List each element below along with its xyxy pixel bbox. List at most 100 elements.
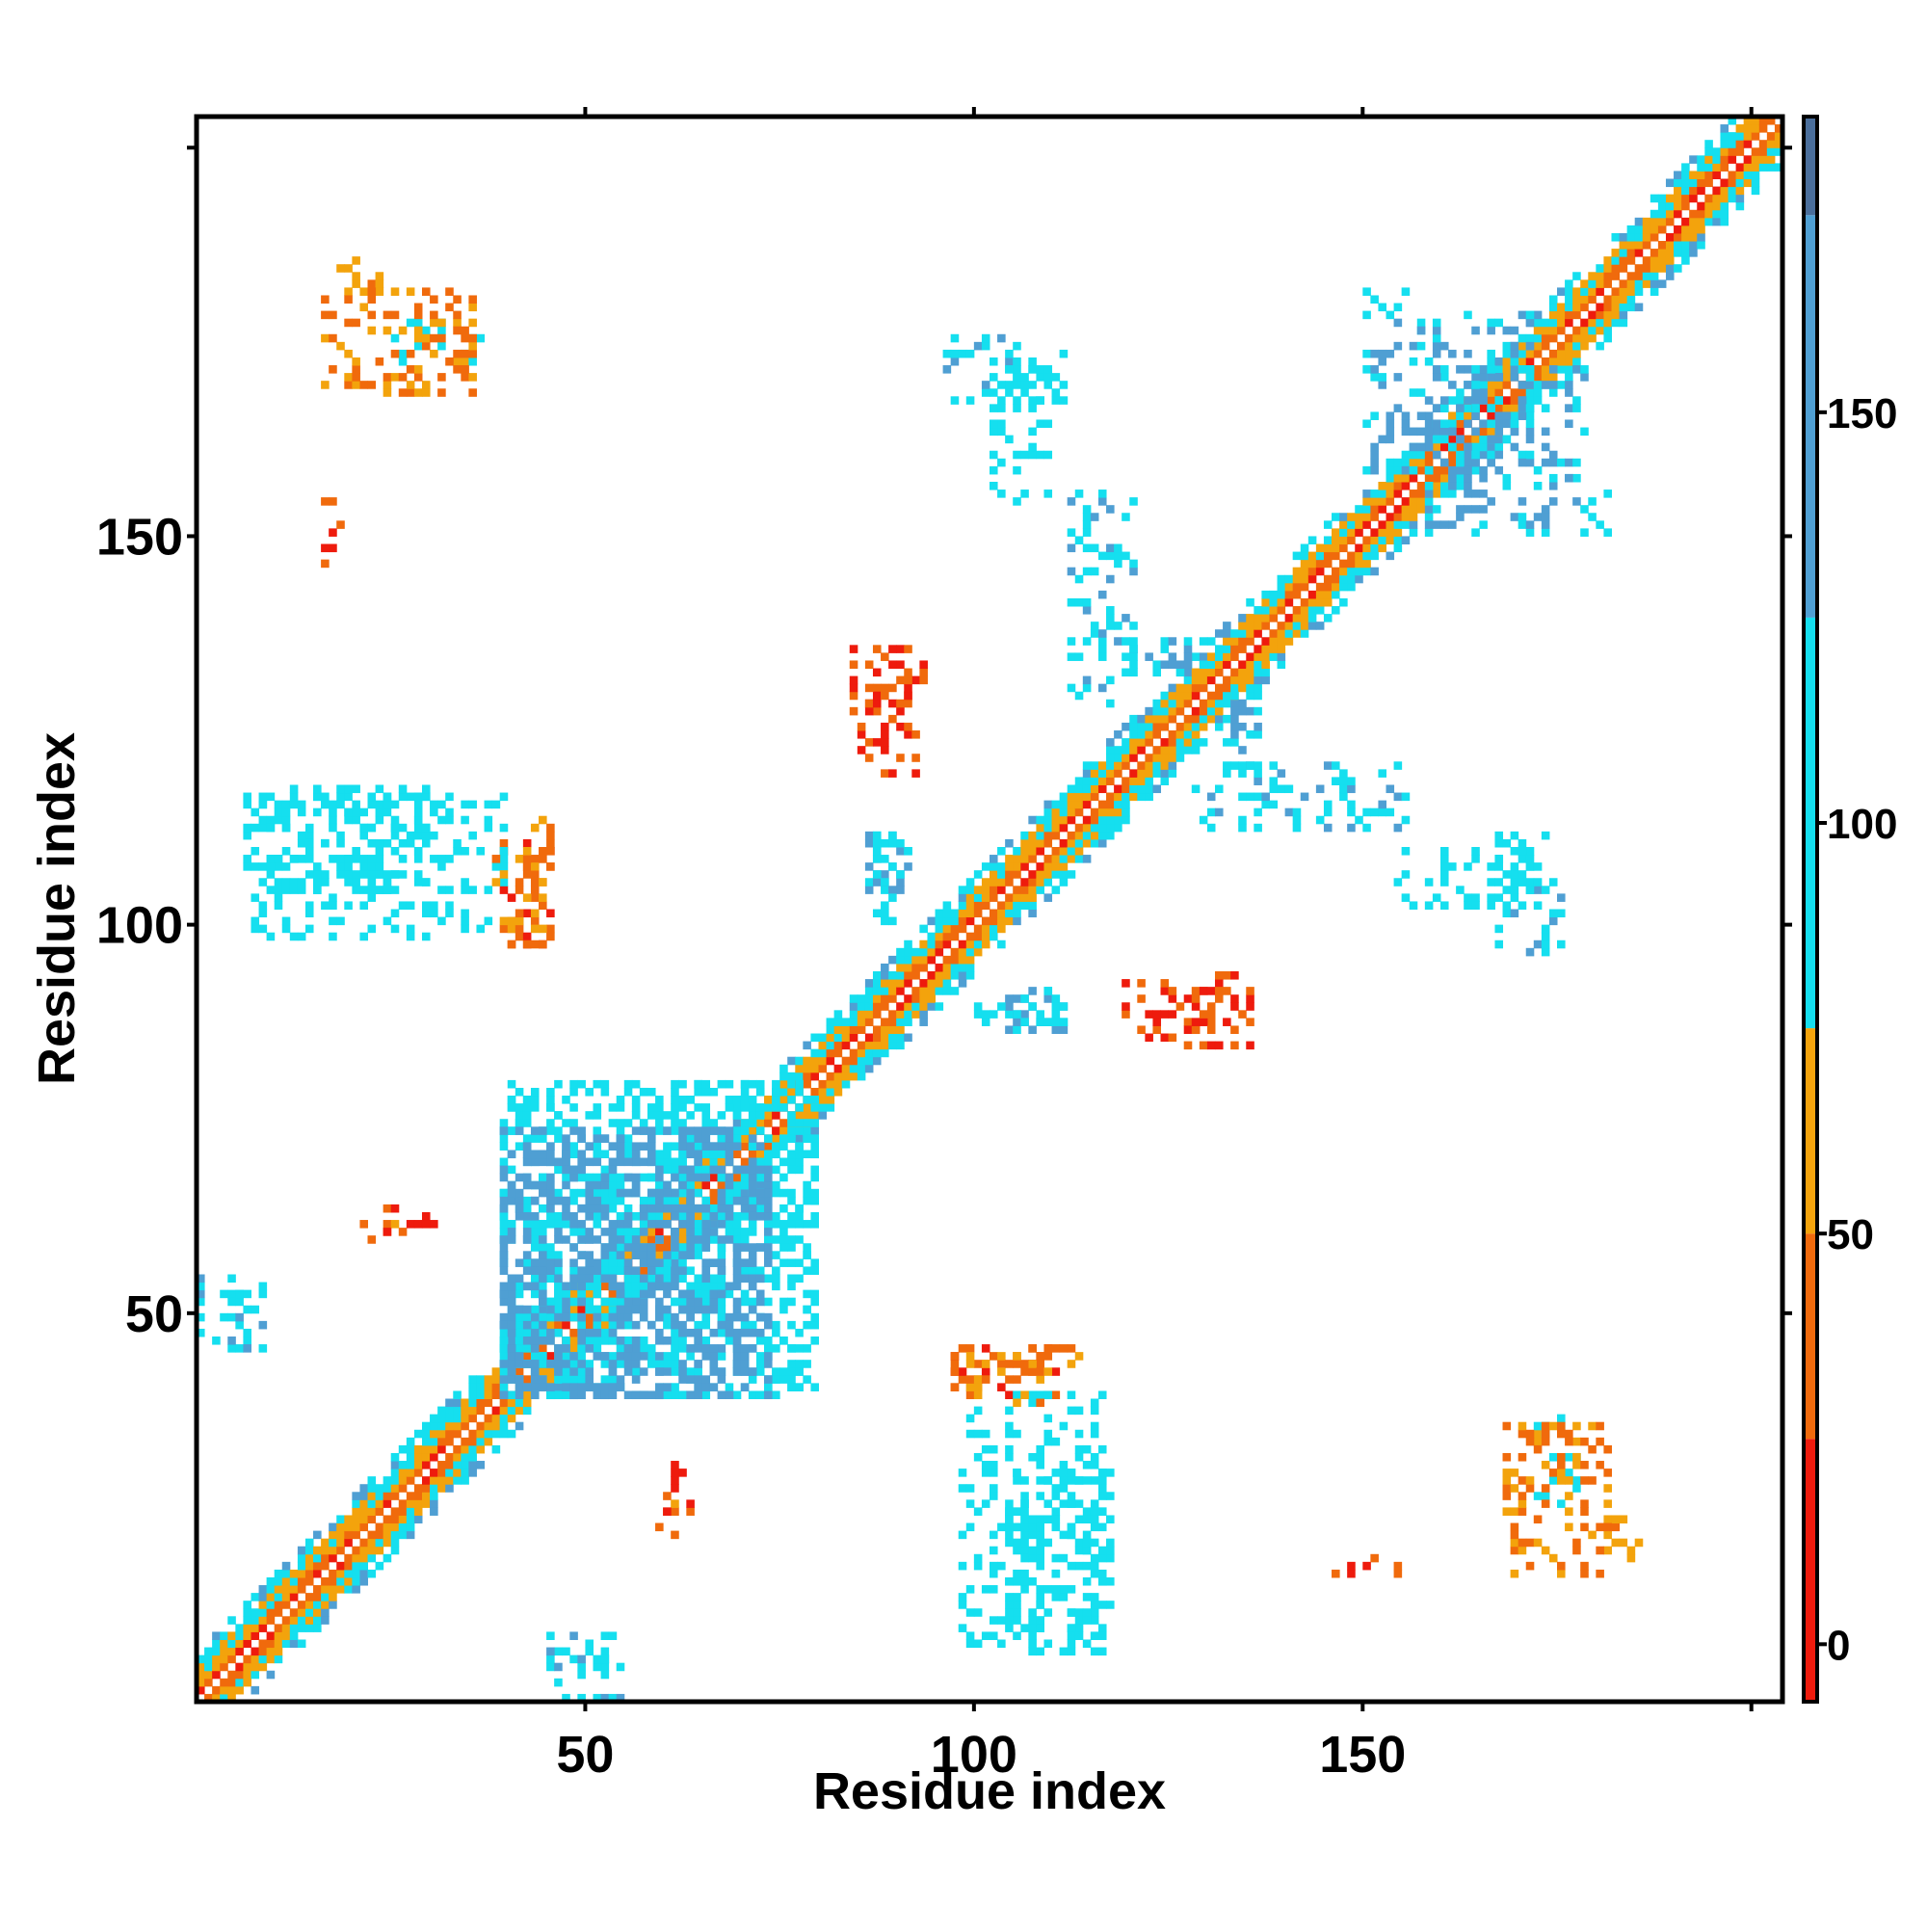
heatmap-cell (1541, 1461, 1550, 1469)
heatmap-cell (623, 1352, 633, 1361)
heatmap-cell (1059, 1018, 1069, 1026)
heatmap-cell (1005, 1593, 1014, 1601)
heatmap-cell (1028, 381, 1037, 389)
heatmap-cell (569, 1274, 578, 1284)
heatmap-cell (990, 1569, 998, 1578)
heatmap-cell (678, 1157, 687, 1167)
heatmap-cell (274, 1631, 283, 1640)
heatmap-cell (554, 1188, 563, 1198)
heatmap-cell (1674, 178, 1682, 188)
heatmap-cell (1720, 217, 1729, 226)
heatmap-cell (1005, 1444, 1014, 1454)
heatmap-cell (1223, 761, 1231, 770)
heatmap-cell (803, 1134, 811, 1143)
heatmap-cell (437, 1437, 446, 1446)
heatmap-cell (1082, 855, 1092, 863)
heatmap-cell (740, 1352, 750, 1361)
heatmap-cell (740, 1274, 750, 1284)
heatmap-cell (787, 1375, 796, 1384)
heatmap-cell (515, 1196, 524, 1205)
heatmap-cell (1432, 481, 1441, 490)
heatmap-cell (647, 1251, 656, 1259)
heatmap-cell (1013, 1616, 1021, 1625)
heatmap-cell (1028, 846, 1037, 856)
heatmap-cell (1332, 582, 1340, 592)
heatmap-cell (1074, 823, 1084, 833)
heatmap-cell (220, 1639, 228, 1649)
heatmap-cell (663, 1142, 672, 1151)
heatmap-cell (616, 1235, 625, 1244)
heatmap-cell (406, 1492, 415, 1500)
heatmap-cell (678, 1211, 687, 1221)
heatmap-cell (990, 1461, 998, 1469)
heatmap-cell (1448, 458, 1457, 467)
heatmap-cell (1028, 855, 1037, 863)
heatmap-cell (701, 1235, 711, 1244)
heatmap-cell (197, 1282, 205, 1291)
heatmap-cell (398, 1522, 408, 1532)
heatmap-cell (1332, 606, 1340, 615)
heatmap-cell (694, 1188, 702, 1198)
heatmap-cell (367, 1499, 377, 1508)
heatmap-cell (1074, 777, 1084, 785)
heatmap-cell (919, 979, 928, 988)
heatmap-cell (950, 932, 960, 941)
heatmap-cell (281, 1576, 291, 1586)
heatmap-cell (997, 901, 1006, 910)
heatmap-cell (1634, 1538, 1644, 1548)
heatmap-cell (740, 1367, 750, 1376)
heatmap-cell (406, 318, 415, 328)
heatmap-cell (499, 1119, 509, 1127)
heatmap-cell (445, 815, 454, 825)
heatmap-cell (577, 1344, 586, 1353)
heatmap-cell (1114, 637, 1122, 646)
heatmap-cell (608, 1196, 618, 1205)
heatmap-cell (779, 1228, 788, 1236)
heatmap-cell (1456, 442, 1465, 452)
heatmap-cell (772, 1251, 780, 1259)
heatmap-cell (554, 1282, 563, 1291)
heatmap-cell (678, 1096, 687, 1104)
heatmap-cell (1743, 171, 1753, 180)
heatmap-cell (779, 1064, 788, 1073)
heatmap-cell (461, 1469, 469, 1477)
heatmap-cell (973, 886, 983, 894)
heatmap-cell (1401, 481, 1411, 490)
heatmap-cell (220, 1631, 228, 1640)
heatmap-cell (1059, 1553, 1069, 1563)
heatmap-cell (499, 1429, 509, 1439)
heatmap-cell (421, 1461, 431, 1469)
heatmap-cell (522, 1305, 532, 1314)
heatmap-cell (1051, 831, 1061, 840)
heatmap-cell (1028, 909, 1037, 918)
heatmap-cell (390, 1476, 400, 1485)
heatmap-cell (826, 1033, 835, 1043)
heatmap-cell (701, 1282, 711, 1291)
heatmap-cell (787, 1383, 796, 1391)
heatmap-cell (1292, 614, 1302, 622)
heatmap-cell (608, 1119, 618, 1127)
heatmap-cell (1315, 590, 1325, 599)
heatmap-cell (1106, 1601, 1115, 1609)
heatmap-cell (398, 1444, 408, 1454)
heatmap-cell (321, 800, 330, 809)
heatmap-cell (671, 1196, 679, 1205)
heatmap-cell (981, 1429, 990, 1439)
heatmap-cell (639, 1243, 648, 1252)
heatmap-cell (1051, 1492, 1061, 1500)
heatmap-cell (1214, 807, 1224, 817)
heatmap-cell (826, 1096, 835, 1104)
heatmap-cell (678, 1289, 687, 1299)
heatmap-cell (530, 1328, 540, 1337)
heatmap-cell (904, 675, 912, 685)
heatmap-cell (336, 1561, 345, 1571)
heatmap-cell (795, 1328, 804, 1337)
heatmap-cell (608, 1352, 618, 1361)
heatmap-cell (304, 1601, 314, 1609)
heatmap-cell (1051, 994, 1061, 1003)
heatmap-cell (810, 1103, 819, 1112)
heatmap-cell (390, 1204, 400, 1213)
heatmap-cell (515, 1211, 524, 1221)
heatmap-cell (1619, 1515, 1628, 1524)
heatmap-cell (1191, 691, 1201, 701)
